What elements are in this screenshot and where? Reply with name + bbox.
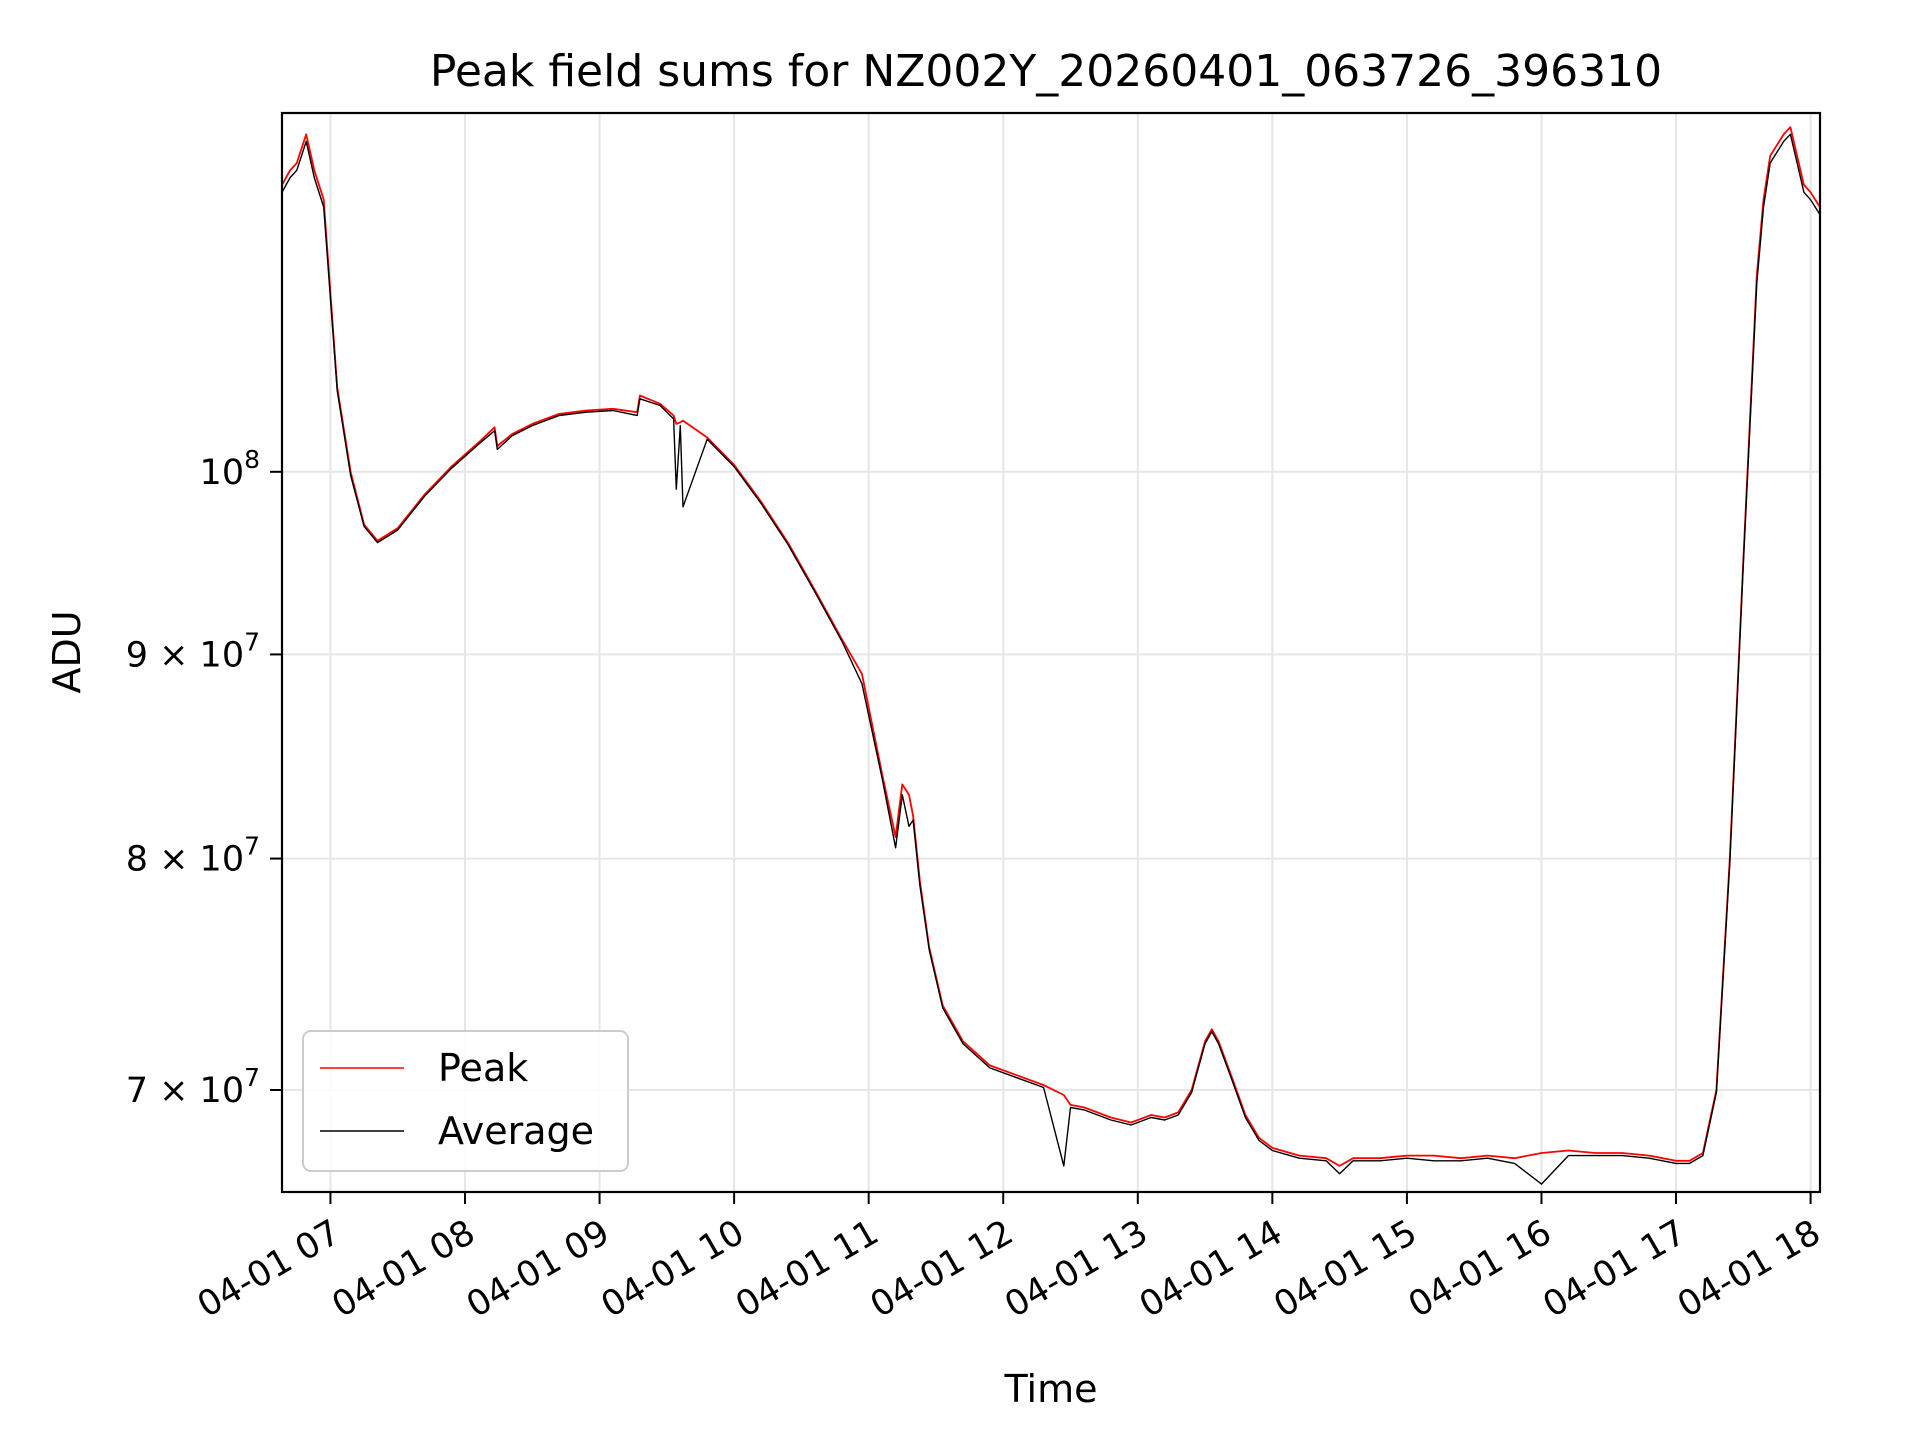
legend-label-average: Average [438, 1109, 594, 1153]
series-line-peak [281, 126, 1821, 1167]
y-tick-label: 108 [200, 445, 260, 493]
series-line-average [281, 133, 1821, 1185]
legend-box [302, 1030, 629, 1172]
y-tick-label: 7 × 107 [126, 1063, 260, 1111]
legend: Peak Average [302, 1030, 629, 1172]
x-axis-label: Time [1004, 1367, 1098, 1411]
y-tick-label: 9 × 107 [126, 627, 260, 675]
y-axis-label: ADU [45, 610, 89, 693]
plot-area-frame [280, 111, 1822, 1194]
series-layer [281, 126, 1821, 1185]
legend-label-peak: Peak [438, 1046, 528, 1090]
chart-title: Peak field sums for NZ002Y_20260401_0637… [430, 46, 1662, 97]
y-axis-ticks: 7 × 107 8 × 107 9 × 107 108 [126, 445, 282, 1111]
grid-layer [282, 113, 1820, 1192]
y-tick-label: 8 × 107 [126, 832, 260, 880]
